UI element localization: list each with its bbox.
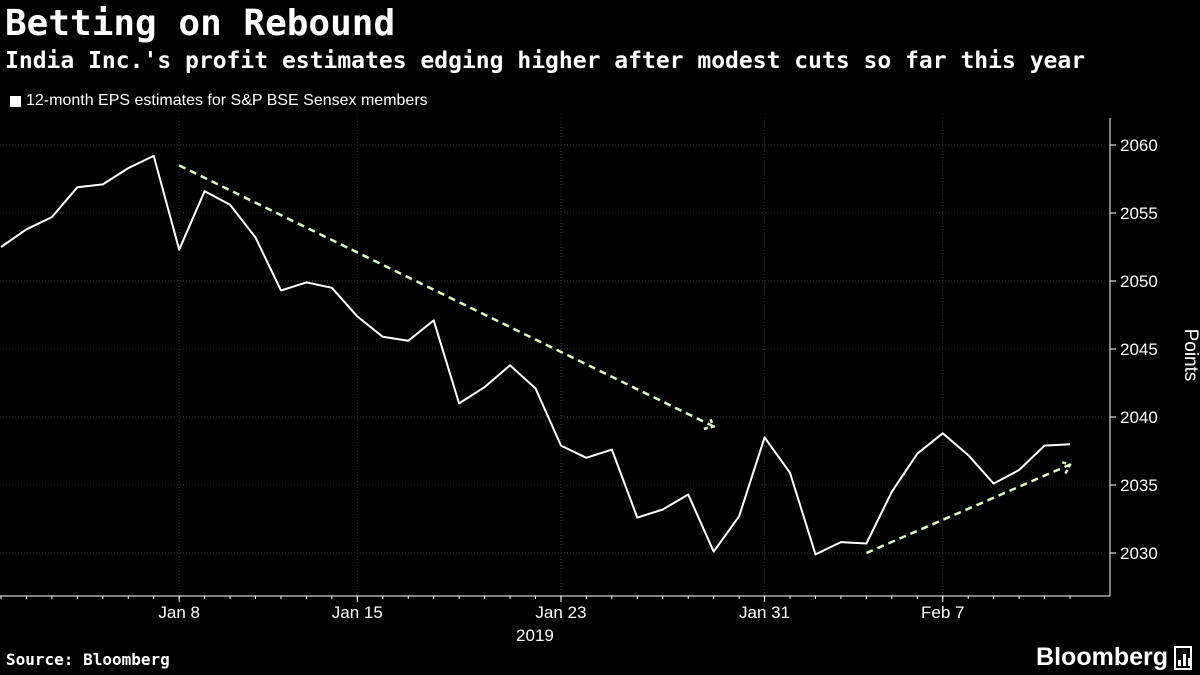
y-tick-label: 2035 xyxy=(1120,476,1158,495)
legend: 12-month EPS estimates for S&P BSE Sense… xyxy=(10,90,428,112)
y-tick-label: 2040 xyxy=(1120,408,1158,427)
eps-series-line xyxy=(0,154,1071,556)
legend-label: 12-month EPS estimates for S&P BSE Sense… xyxy=(26,92,428,109)
y-tick-label: 2060 xyxy=(1120,136,1158,155)
trend-arrowhead xyxy=(1060,460,1072,475)
chart-subtitle: India Inc.'s profit estimates edging hig… xyxy=(5,48,1086,74)
y-tick-label: 2030 xyxy=(1120,544,1158,563)
source-note: Source: Bloomberg xyxy=(6,650,170,669)
x-tick-label: Jan 23 xyxy=(535,603,586,622)
trend-arrowhead xyxy=(703,416,716,431)
x-year-label: 2019 xyxy=(516,626,554,645)
brand-logo: Bloomberg xyxy=(1036,643,1192,672)
x-tick-label: Feb 7 xyxy=(921,603,964,622)
x-tick-label: Jan 8 xyxy=(158,603,200,622)
trend-line xyxy=(178,164,715,428)
legend-swatch xyxy=(10,95,21,107)
trend-line xyxy=(865,463,1071,555)
y-tick-label: 2045 xyxy=(1120,340,1158,359)
y-tick-label: 2055 xyxy=(1120,204,1158,223)
y-axis-title: Points xyxy=(1180,329,1200,382)
chart-title: Betting on Rebound xyxy=(5,3,396,44)
brand-wordmark: Bloomberg xyxy=(1036,643,1168,671)
y-tick-label: 2050 xyxy=(1120,272,1158,291)
bloomberg-chart-icon xyxy=(1174,645,1192,670)
x-tick-label: Jan 15 xyxy=(332,603,383,622)
x-tick-label: Jan 31 xyxy=(739,603,790,622)
